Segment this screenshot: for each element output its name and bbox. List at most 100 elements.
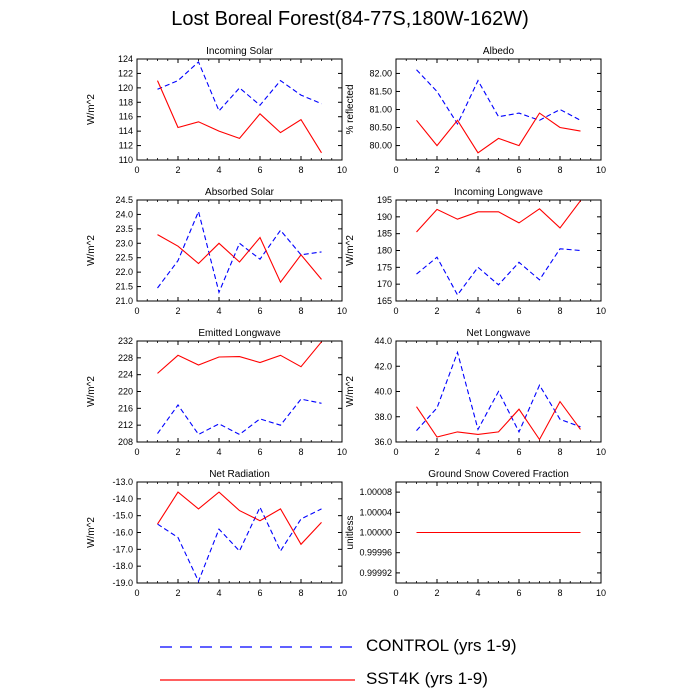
y-tick-label: 24.0 xyxy=(115,209,133,219)
series-control-line xyxy=(157,398,322,436)
panel-title: Ground Snow Covered Fraction xyxy=(428,469,569,480)
legend-control-line xyxy=(160,646,355,648)
x-tick-label: 10 xyxy=(596,588,606,598)
y-tick-label: 120 xyxy=(118,83,133,93)
x-tick-label: 0 xyxy=(393,588,398,598)
y-tick-label: 21.5 xyxy=(115,282,133,292)
series-sst4k-line xyxy=(416,400,581,441)
x-tick-label: 8 xyxy=(557,165,562,175)
y-tick-label: 23.0 xyxy=(115,238,133,248)
y-tick-label: -17.0 xyxy=(112,544,133,554)
x-tick-label: 4 xyxy=(475,306,480,316)
series-control-line xyxy=(157,209,322,295)
x-tick-label: 2 xyxy=(175,447,180,457)
chart-panel-3: Absorbed Solar W/m^2 0 2 4 6 8 10 21.0 21.5 22.0 22… xyxy=(86,187,347,316)
chart-panel-7: Net Radiation W/m^2 0 2 4 6 8 10 -19.0 -18.0 -17.0… xyxy=(86,469,347,598)
x-tick-label: 4 xyxy=(216,447,221,457)
x-tick-label: 10 xyxy=(337,306,347,316)
y-axis-label: % reflected xyxy=(345,84,356,134)
y-tick-label: 1.00000 xyxy=(359,528,392,538)
x-tick-label: 2 xyxy=(175,165,180,175)
x-tick-label: 6 xyxy=(516,306,521,316)
y-tick-label: 24.5 xyxy=(115,195,133,205)
y-tick-label: 81.50 xyxy=(369,86,392,96)
chart-panel-5: Emitted Longwave W/m^2 0 2 4 6 8 10 208 212 216 220… xyxy=(86,328,347,457)
y-tick-label: 232 xyxy=(118,336,133,346)
series-sst4k-line xyxy=(157,341,322,374)
y-tick-label: 23.5 xyxy=(115,224,133,234)
x-tick-label: 2 xyxy=(175,588,180,598)
y-tick-label: -13.0 xyxy=(112,477,133,487)
plot-frame xyxy=(136,58,343,161)
y-tick-label: 36.0 xyxy=(374,437,392,447)
y-axis-label: W/m^2 xyxy=(86,517,97,548)
y-axis-label: W/m^2 xyxy=(345,376,356,407)
x-tick-label: 2 xyxy=(434,306,439,316)
x-tick-label: 10 xyxy=(596,165,606,175)
y-axis-label: W/m^2 xyxy=(345,235,356,266)
plot-frame xyxy=(136,199,343,302)
y-tick-label: 38.0 xyxy=(374,412,392,422)
y-tick-label: 220 xyxy=(118,387,133,397)
x-tick-label: 8 xyxy=(557,447,562,457)
legend-sst4k-line xyxy=(160,679,355,681)
y-tick-label: 118 xyxy=(119,97,133,107)
y-axis-label: W/m^2 xyxy=(86,376,97,407)
chart-panel-6: Net Longwave W/m^2 0 2 4 6 8 10 36.0 38.0 40.0 42.0… xyxy=(345,328,606,457)
y-tick-label: 114 xyxy=(119,126,133,136)
x-tick-label: 4 xyxy=(216,165,221,175)
series-control-line xyxy=(157,60,322,112)
y-tick-label: 228 xyxy=(118,353,133,363)
plot-frame xyxy=(136,481,343,584)
y-tick-label: 82.00 xyxy=(369,68,392,78)
legend-sst4k-label: SST4K (yrs 1-9) xyxy=(366,669,488,688)
y-tick-label: 22.5 xyxy=(115,253,133,263)
chart-panel-1: Incoming Solar W/m^2 0 2 4 6 8 10 110 112 114 116 11… xyxy=(86,46,347,175)
x-tick-label: 10 xyxy=(337,447,347,457)
x-tick-label: 8 xyxy=(557,588,562,598)
x-tick-label: 0 xyxy=(393,306,398,316)
y-tick-label: 40.0 xyxy=(374,387,392,397)
y-tick-label: 190 xyxy=(377,212,392,222)
y-tick-label: 44.0 xyxy=(374,336,392,346)
y-tick-label: 216 xyxy=(118,403,133,413)
y-tick-label: 1.00004 xyxy=(359,507,392,517)
y-tick-label: 224 xyxy=(118,370,133,380)
y-tick-label: 0.99992 xyxy=(359,568,392,578)
x-tick-label: 0 xyxy=(393,165,398,175)
y-tick-label: 175 xyxy=(377,262,392,272)
chart-panel-8: Ground Snow Covered Fraction unitless 0 2 4 6… xyxy=(345,469,606,598)
y-tick-label: 22.0 xyxy=(115,267,133,277)
y-tick-label: -15.0 xyxy=(112,511,133,521)
x-tick-label: 2 xyxy=(434,447,439,457)
page-title: Lost Boreal Forest(84-77S,180W-162W) xyxy=(171,8,529,30)
panel-title: Incoming Longwave xyxy=(454,187,543,198)
x-tick-label: 8 xyxy=(298,306,303,316)
y-tick-label: 110 xyxy=(119,155,133,165)
y-tick-label: 170 xyxy=(377,279,392,289)
y-tick-label: 1.00008 xyxy=(359,487,392,497)
x-tick-label: 10 xyxy=(337,165,347,175)
x-tick-label: 8 xyxy=(557,306,562,316)
x-tick-label: 0 xyxy=(134,588,139,598)
y-tick-label: 180 xyxy=(377,246,392,256)
series-sst4k-line xyxy=(416,112,581,154)
x-tick-label: 8 xyxy=(298,447,303,457)
y-tick-label: 0.99996 xyxy=(359,548,392,558)
x-tick-label: 0 xyxy=(134,165,139,175)
series-sst4k-line xyxy=(157,234,322,284)
x-tick-label: 6 xyxy=(257,165,262,175)
y-tick-label: 80.00 xyxy=(369,141,392,151)
series-control-line xyxy=(416,69,581,126)
y-tick-label: 212 xyxy=(118,420,133,430)
x-tick-label: 10 xyxy=(337,588,347,598)
y-tick-label: -14.0 xyxy=(112,494,133,504)
series-sst4k-line xyxy=(157,491,322,546)
y-tick-label: -19.0 xyxy=(112,578,133,588)
panel-title: Absorbed Solar xyxy=(205,187,275,198)
y-axis-label: W/m^2 xyxy=(86,235,97,266)
panel-title: Incoming Solar xyxy=(206,46,273,57)
x-tick-label: 8 xyxy=(298,588,303,598)
y-tick-label: 116 xyxy=(119,112,133,122)
y-tick-label: 21.0 xyxy=(115,296,133,306)
